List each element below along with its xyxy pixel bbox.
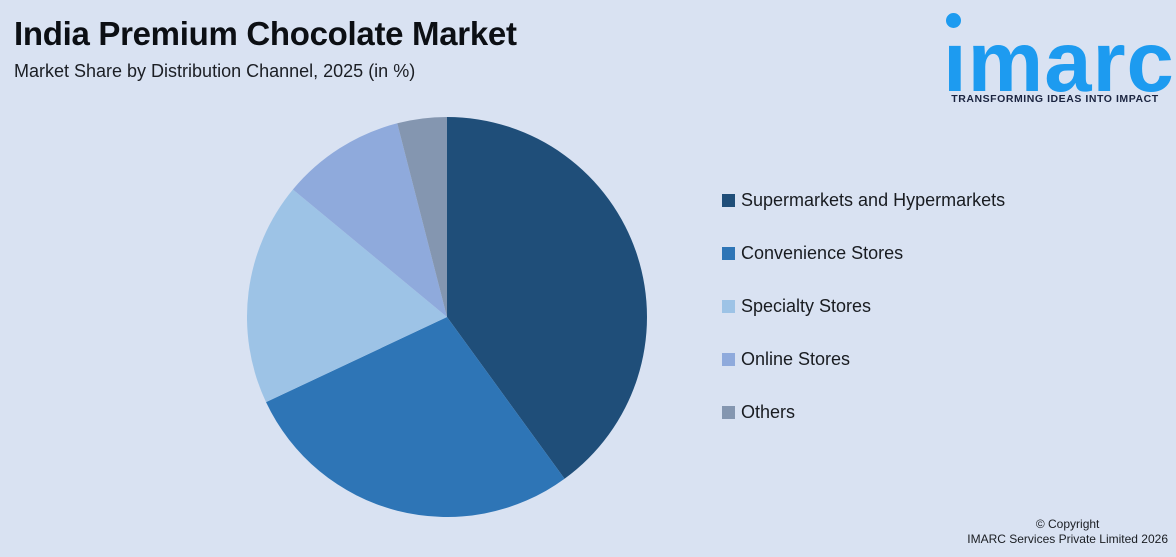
pie-chart-svg — [247, 117, 647, 517]
legend-item: Specialty Stores — [722, 294, 1005, 318]
legend-label: Specialty Stores — [741, 295, 872, 316]
page-subtitle: Market Share by Distribution Channel, 20… — [14, 61, 416, 82]
legend-label: Others — [741, 401, 796, 422]
page-title: India Premium Chocolate Market — [14, 15, 517, 52]
legend-label: Online Stores — [741, 348, 851, 369]
legend-swatch-icon — [722, 299, 735, 313]
logo-wordmark: ımarc — [943, 15, 1175, 110]
copyright-line2: IMARC Services Private Limited 2026 — [967, 532, 1168, 546]
pie-slice — [447, 117, 647, 479]
legend-swatch-icon — [722, 405, 735, 419]
legend-item: Others — [722, 400, 1005, 424]
legend-label: Convenience Stores — [741, 242, 904, 263]
pie-slice — [247, 189, 447, 403]
logo-tagline: TRANSFORMING IDEAS INTO IMPACT — [951, 93, 1159, 105]
legend-label: Supermarkets and Hypermarkets — [741, 189, 1006, 210]
copyright: © Copyright IMARC Services Private Limit… — [967, 517, 1168, 547]
pie-chart — [247, 117, 647, 517]
legend-item: Online Stores — [722, 347, 1005, 371]
pie-slice — [397, 117, 447, 317]
legend-item: Convenience Stores — [722, 241, 1005, 265]
pie-slice — [266, 317, 565, 517]
chart-header: India Premium Chocolate Market Market Sh… — [14, 15, 517, 82]
pie-slice — [292, 123, 447, 317]
legend-item: Supermarkets and Hypermarkets — [722, 188, 1005, 212]
chart-legend: Supermarkets and Hypermarkets Convenience… — [722, 188, 1005, 453]
logo-dot-icon — [946, 13, 961, 28]
imarc-logo: ımarc TRANSFORMING IDEAS INTO IMPACT — [943, 12, 1175, 112]
legend-swatch-icon — [722, 352, 735, 366]
copyright-line1: © Copyright — [1035, 517, 1100, 531]
legend-swatch-icon — [722, 246, 735, 260]
legend-swatch-icon — [722, 193, 735, 207]
